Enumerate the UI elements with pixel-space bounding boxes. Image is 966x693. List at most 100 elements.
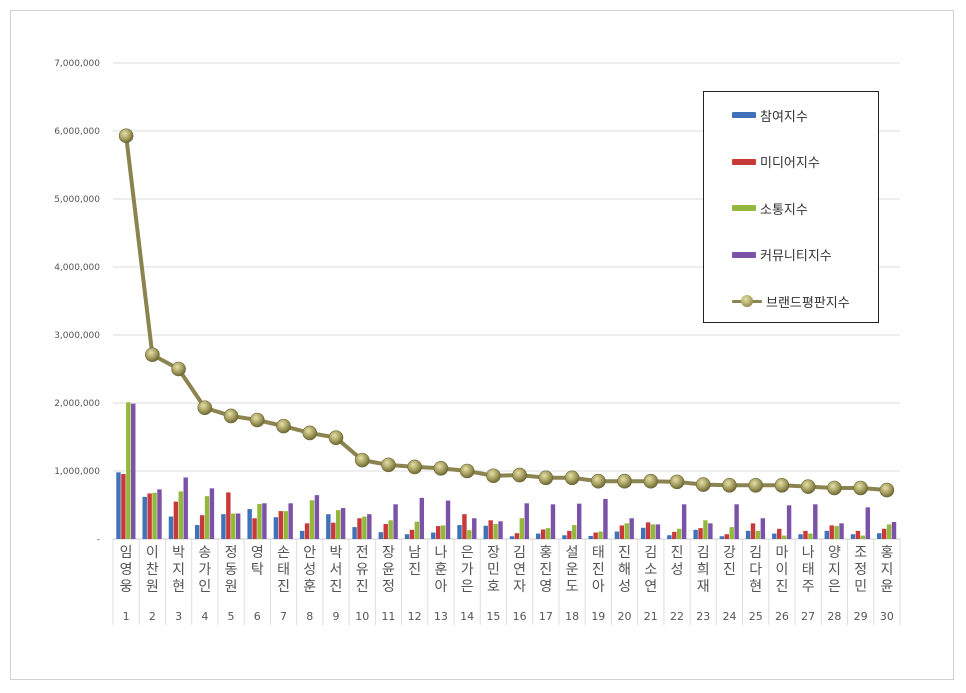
legend-swatch xyxy=(732,112,756,118)
bar-1 xyxy=(352,527,357,539)
rank-label: 15 xyxy=(486,610,500,623)
bar-1 xyxy=(273,517,279,539)
rank-label: 23 xyxy=(696,610,710,623)
bar-3 xyxy=(362,516,367,539)
bar-3 xyxy=(572,525,577,539)
bar-2 xyxy=(304,523,310,539)
legend-item: 커뮤니티지수 xyxy=(732,247,832,264)
rank-label: 3 xyxy=(175,610,182,623)
rank-label: 18 xyxy=(565,610,579,623)
bar-3 xyxy=(598,531,603,539)
rank-label: 17 xyxy=(539,610,553,623)
bar-2 xyxy=(750,523,756,539)
bar-2 xyxy=(881,528,887,539)
bar-2 xyxy=(435,526,441,539)
bar-4 xyxy=(393,504,398,539)
bar-3 xyxy=(545,528,551,539)
bar-4 xyxy=(655,524,661,539)
legend-swatch xyxy=(732,251,756,258)
rank-label: 26 xyxy=(775,610,789,623)
bar-3 xyxy=(493,524,498,539)
legend-label: 참여지수 xyxy=(760,109,808,125)
rank-label: 11 xyxy=(381,610,395,623)
brand-point xyxy=(748,477,764,493)
bar-2 xyxy=(514,533,520,539)
brand-point xyxy=(486,468,501,484)
rank-label: 7 xyxy=(280,610,287,623)
y-tick-label: - xyxy=(97,535,100,545)
bar-3 xyxy=(309,500,315,539)
bar-4 xyxy=(550,504,556,539)
bar-2 xyxy=(252,518,257,539)
rank-label: 29 xyxy=(854,610,868,623)
bar-4 xyxy=(786,505,792,539)
bar-1 xyxy=(116,472,121,539)
bar-3 xyxy=(860,535,866,539)
bar-4 xyxy=(629,518,634,539)
bar-1 xyxy=(798,534,803,539)
bar-2 xyxy=(829,525,834,539)
brand-point xyxy=(118,128,134,144)
rank-label: 20 xyxy=(618,610,632,623)
bar-1 xyxy=(247,509,252,539)
bar-1 xyxy=(614,531,620,539)
rank-label: 10 xyxy=(355,610,369,623)
bar-4 xyxy=(131,403,136,539)
legend-item: 소통지수 xyxy=(732,200,808,218)
bar-2 xyxy=(619,525,625,539)
brand-point xyxy=(328,430,344,445)
bar-1 xyxy=(457,525,462,539)
bar-1 xyxy=(850,534,856,539)
brand-point xyxy=(276,418,291,434)
legend-item: 참여지수 xyxy=(732,107,808,125)
brand-point xyxy=(564,470,580,486)
bar-4 xyxy=(262,503,267,539)
brand-point xyxy=(669,474,685,490)
bar-4 xyxy=(681,504,687,539)
bar-1 xyxy=(168,516,174,539)
brand-point xyxy=(643,473,659,489)
brand-point xyxy=(407,459,422,475)
y-tick-label: 1,000,000 xyxy=(54,467,100,477)
rank-label: 1 xyxy=(123,610,130,623)
rank-label: 14 xyxy=(460,610,474,623)
bar-3 xyxy=(335,510,341,539)
bar-3 xyxy=(834,526,839,539)
bar-3 xyxy=(650,524,656,539)
rank-label: 9 xyxy=(332,610,339,623)
bar-1 xyxy=(483,525,488,539)
bar-4 xyxy=(603,498,608,539)
rank-label: 16 xyxy=(513,610,527,623)
bar-2 xyxy=(540,529,546,539)
legend-swatch xyxy=(732,205,756,211)
brand-point xyxy=(197,400,213,416)
bar-3 xyxy=(467,530,472,539)
bar-2 xyxy=(409,529,415,539)
bar-4 xyxy=(708,523,713,539)
brand-point xyxy=(354,452,370,468)
bar-2 xyxy=(357,518,362,539)
rank-label: 6 xyxy=(254,610,261,623)
bar-1 xyxy=(142,496,147,539)
bar-2 xyxy=(567,530,572,539)
bar-1 xyxy=(588,535,593,539)
rank-label: 19 xyxy=(591,610,605,623)
rank-label: 30 xyxy=(880,610,894,623)
bar-3 xyxy=(781,535,787,539)
legend-label: 커뮤니티지수 xyxy=(760,249,832,264)
bar-1 xyxy=(877,533,882,539)
